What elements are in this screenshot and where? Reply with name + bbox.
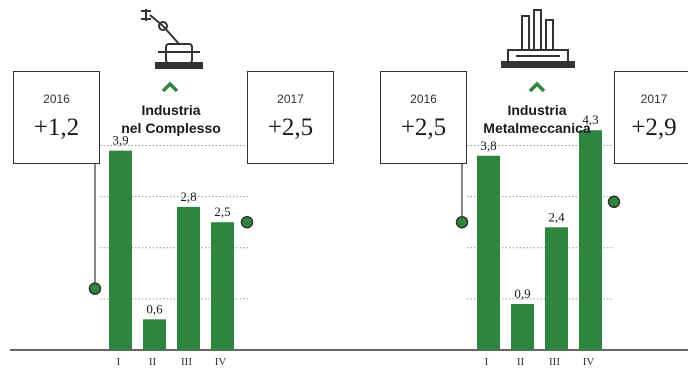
annotation-dot bbox=[607, 195, 621, 209]
bar bbox=[579, 130, 602, 350]
panel-2-title-line-1: Industria bbox=[507, 102, 567, 118]
category-tick-label: II bbox=[149, 356, 157, 368]
value-label: 2,5 bbox=[214, 204, 230, 219]
factory-icon bbox=[501, 9, 575, 68]
value-label: 2,8 bbox=[180, 189, 196, 204]
panel-2-title: Industria Metalmeccanica bbox=[478, 101, 596, 137]
chevron-up-icon bbox=[528, 81, 546, 93]
bar bbox=[545, 227, 568, 350]
bar bbox=[477, 155, 500, 350]
category-tick-label: III bbox=[181, 356, 192, 368]
panel-1-title: Industria nel Complesso bbox=[112, 101, 230, 137]
bar bbox=[211, 222, 234, 350]
bar bbox=[109, 150, 132, 350]
value-label: 0,6 bbox=[146, 301, 163, 316]
panel-2-annotation-2017: 2017 +2,9 bbox=[614, 71, 688, 164]
annotation-year: 2017 bbox=[277, 92, 304, 106]
category-tick-label: IV bbox=[583, 356, 595, 368]
panel-1-title-line-1: Industria bbox=[141, 102, 201, 118]
value-label: 2,4 bbox=[548, 209, 565, 224]
annotation-year: 2016 bbox=[410, 92, 437, 106]
annotation-value: +2,9 bbox=[631, 114, 677, 141]
category-tick-label: I bbox=[485, 356, 489, 368]
value-label: 3,9 bbox=[112, 133, 128, 148]
value-label: 0,9 bbox=[514, 286, 530, 301]
category-tick-label: IV bbox=[215, 356, 227, 368]
annotation-value: +2,5 bbox=[267, 114, 314, 141]
annotation-value: +1,2 bbox=[33, 114, 80, 141]
bar bbox=[511, 304, 534, 350]
panel-1-title-line-2: nel Complesso bbox=[121, 120, 221, 136]
robot-arm-icon bbox=[141, 9, 203, 69]
category-tick-label: I bbox=[117, 356, 121, 368]
annotation-dot bbox=[240, 215, 254, 229]
annotation-year: 2017 bbox=[640, 92, 668, 106]
panel-1-annotation-2017: 2017 +2,5 bbox=[247, 71, 334, 164]
bar bbox=[143, 319, 166, 350]
bar bbox=[177, 206, 200, 350]
annotation-dot bbox=[455, 215, 469, 229]
annotation-year: 2016 bbox=[43, 92, 70, 106]
annotation-dot bbox=[88, 282, 102, 295]
category-tick-label: III bbox=[549, 356, 560, 368]
value-label: 4,3 bbox=[582, 112, 598, 127]
panel-2-title-line-2: Metalmeccanica bbox=[483, 120, 591, 136]
chevron-up-icon bbox=[161, 81, 179, 93]
panel-2-annotation-2016: 2016 +2,5 bbox=[380, 71, 467, 164]
panel-1-annotation-2016: 2016 +1,2 bbox=[13, 71, 100, 164]
value-label: 3,8 bbox=[480, 138, 496, 153]
annotation-value: +2,5 bbox=[400, 114, 447, 141]
category-tick-label: II bbox=[517, 356, 525, 368]
